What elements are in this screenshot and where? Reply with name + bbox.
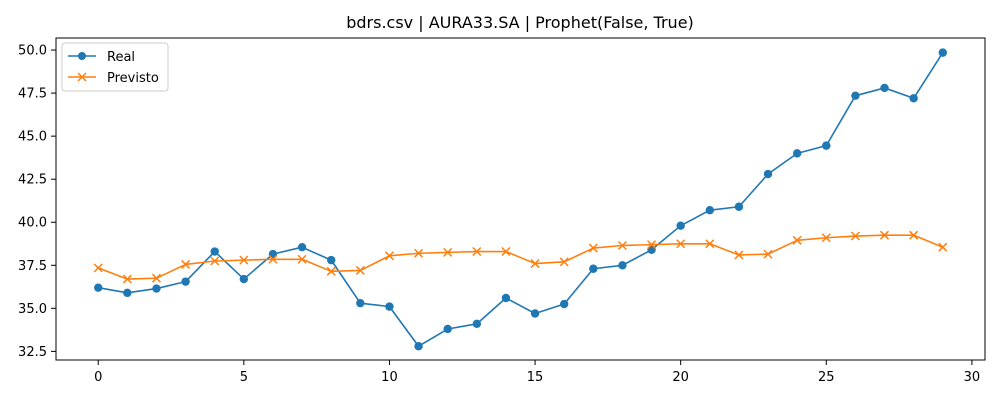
- y-tick-label: 35.0: [18, 302, 47, 317]
- series-previsto-point: [763, 249, 773, 259]
- y-tick-label: 37.5: [18, 259, 47, 274]
- axes: 0 5 10 15 20 25 30 32.5 35.0 37.5 40.0 42.5 45.0 47.5…: [18, 37, 986, 385]
- y-tick-label: 47.5: [18, 87, 47, 102]
- series-real-point: [909, 94, 918, 103]
- series-real-point: [297, 243, 307, 252]
- series-previsto-point: [297, 254, 307, 264]
- y-tick-label: 50.0: [18, 44, 47, 59]
- series-real-point: [559, 299, 569, 309]
- legend-previsto-marker: [77, 72, 87, 82]
- series-previsto-point: [355, 265, 365, 275]
- x-tick-label: 5: [240, 370, 248, 385]
- series-previsto-point: [647, 240, 657, 250]
- x-tick-label: 30: [964, 370, 981, 385]
- series-previsto-point: [909, 230, 919, 240]
- x-tick-label: 25: [818, 370, 835, 385]
- series-real-point: [763, 169, 773, 179]
- series-real-point: [443, 324, 452, 334]
- series-previsto-point: [239, 255, 249, 265]
- series-real-point: [472, 319, 482, 329]
- series-previsto-point: [501, 246, 511, 257]
- y-tick-label: 32.5: [18, 345, 47, 360]
- series-real-point: [501, 293, 511, 303]
- series-real-point: [530, 309, 540, 318]
- series-real-point: [210, 247, 219, 256]
- series-real-point: [734, 202, 744, 211]
- series-real-line: [98, 52, 944, 348]
- series-real-point: [356, 298, 365, 308]
- series-previsto-point: [151, 273, 162, 283]
- legend-real-marker: [78, 52, 86, 60]
- series-real-point: [152, 284, 161, 293]
- series-previsto-point: [181, 259, 191, 269]
- series-previsto-point: [472, 246, 482, 257]
- series-real-point: [880, 83, 889, 93]
- series-previsto-point: [414, 248, 424, 258]
- x-tick-label: 15: [527, 370, 544, 385]
- series-real-point: [181, 277, 190, 286]
- series-real-point: [822, 141, 831, 150]
- series-previsto-point: [617, 240, 627, 251]
- series-previsto-point: [850, 231, 860, 241]
- legend: Real Previsto: [61, 42, 169, 92]
- series-previsto-point: [443, 247, 453, 257]
- series-previsto-point: [559, 257, 569, 267]
- series-previsto-point: [938, 242, 948, 252]
- series-previsto-point: [326, 266, 336, 276]
- series-previsto-point: [792, 235, 802, 245]
- series-previsto-point: [588, 243, 598, 253]
- series-previsto-point: [879, 230, 890, 240]
- series-real-point: [589, 264, 598, 273]
- series-real-point: [618, 261, 627, 270]
- x-tick-label: 20: [672, 370, 689, 385]
- series-previsto-point: [210, 256, 220, 266]
- series-real-point: [239, 274, 249, 284]
- series-real-point: [123, 288, 132, 298]
- series-previsto-point: [734, 250, 744, 260]
- series-previsto-point: [676, 239, 686, 249]
- series-previsto-point: [705, 239, 715, 249]
- series-previsto-point: [530, 259, 540, 269]
- y-tick-label: 45.0: [18, 130, 47, 145]
- y-tick-label: 42.5: [18, 173, 47, 188]
- plot-area: [93, 48, 948, 351]
- y-tick-label: 40.0: [18, 216, 47, 231]
- series-real-point: [705, 205, 714, 215]
- series-real-point: [414, 342, 423, 351]
- x-tick-label: 10: [381, 370, 398, 385]
- series-real-point: [851, 91, 860, 100]
- plot-frame: [55, 37, 986, 361]
- series-real-point: [676, 221, 685, 230]
- series-real-point: [938, 48, 947, 57]
- series-real-point: [385, 302, 394, 311]
- series-previsto-point: [122, 274, 132, 284]
- legend-previsto-label: Previsto: [107, 71, 159, 86]
- series-previsto-point: [93, 263, 103, 273]
- series-previsto-point: [268, 254, 278, 264]
- legend-box: [61, 42, 169, 92]
- legend-real-label: Real: [107, 50, 135, 65]
- series-previsto-line: [97, 234, 944, 280]
- x-tick-label: 0: [94, 370, 102, 385]
- series-previsto-point: [821, 233, 831, 243]
- series-real-point: [94, 283, 103, 292]
- series-previsto-point: [384, 251, 394, 261]
- series-real-point: [792, 149, 802, 158]
- series-real-point: [327, 255, 336, 265]
- chart-title: bdrs.csv | AURA33.SA | Prophet(False, Tr…: [346, 13, 694, 32]
